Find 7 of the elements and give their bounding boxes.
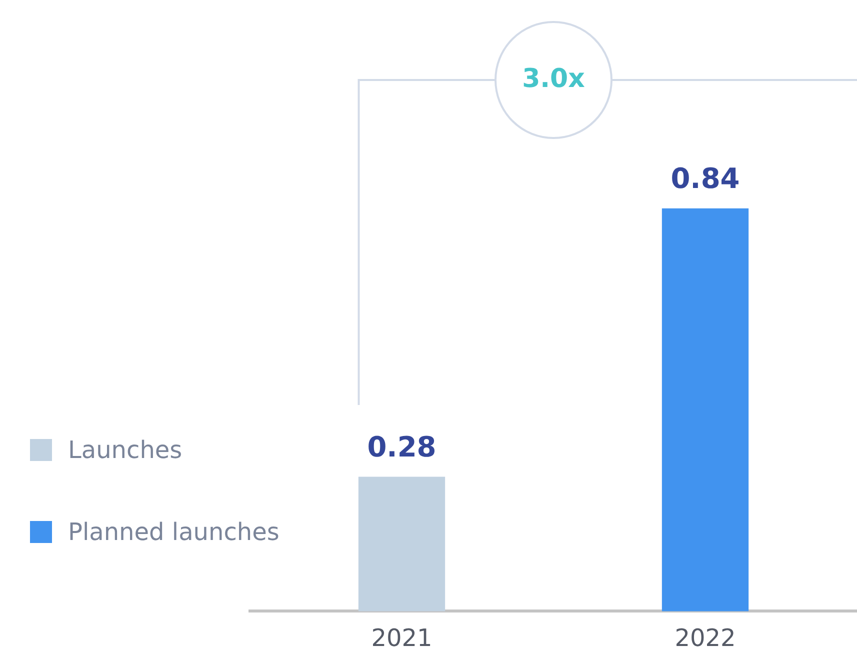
- legend-label: Planned launches: [68, 518, 280, 546]
- x-tick-label: 2021: [371, 624, 432, 652]
- text: 3.0x: [522, 64, 586, 94]
- data-label: 0.28: [367, 430, 436, 464]
- data-label: 0.84: [670, 162, 740, 196]
- legend-label: Launches: [68, 436, 182, 464]
- x-tick-label: 2022: [674, 624, 736, 652]
